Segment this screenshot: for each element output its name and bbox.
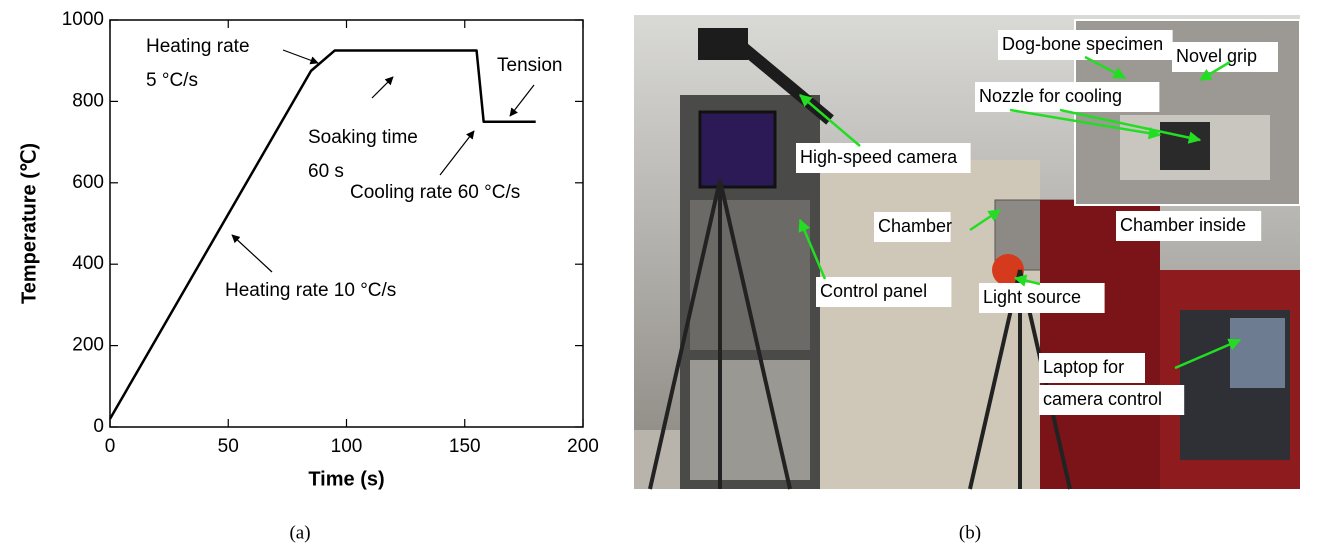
label-box	[998, 30, 1173, 60]
label-box	[1172, 42, 1278, 72]
data-line	[108, 49, 536, 420]
annotation: Heating rate	[146, 36, 250, 57]
photo-label: Dog-bone specimen	[1002, 34, 1163, 54]
photo-arrow	[1174, 338, 1242, 370]
caption: (a)	[289, 522, 310, 543]
photo-label: Chamber	[878, 216, 952, 236]
camera	[698, 28, 748, 60]
photo-arrow	[1084, 55, 1127, 80]
control-screen	[698, 110, 777, 189]
photo-label: camera control	[1043, 389, 1162, 409]
photo-label: Light source	[983, 287, 1081, 307]
annotation: Soaking time	[308, 127, 418, 148]
photo-arrow	[1009, 108, 1162, 140]
annotation-arrow	[231, 234, 273, 273]
photo: Dog-bone specimen Novel grip Nozzle for co…	[634, 15, 1301, 490]
y-axis-label: Temperature (℃)	[18, 143, 40, 304]
x-tick-label: 200	[567, 436, 599, 457]
photo-arrow	[1198, 60, 1231, 82]
label-box	[1039, 385, 1185, 415]
annotation-arrow	[371, 76, 394, 99]
annotation: Tension	[497, 55, 563, 76]
photo-label: High-speed camera	[800, 147, 958, 167]
annotation: Heating rate 10 °C/s	[225, 280, 396, 301]
photo-arrow	[1013, 274, 1041, 287]
y-tick-label: 400	[72, 253, 104, 274]
photo-label: Chamber inside	[1120, 215, 1246, 235]
annotation: Cooling rate 60 °C/s	[350, 182, 520, 203]
cabinet-panel	[690, 200, 810, 350]
label-box	[1039, 353, 1145, 383]
annotation: 60 s	[308, 161, 344, 182]
x-axis-label: Time (s)	[308, 468, 384, 490]
photo-label: Control panel	[820, 281, 927, 301]
y-tick-label: 1000	[62, 9, 104, 30]
photo-label: Nozzle for cooling	[979, 86, 1122, 106]
photo-label: Novel grip	[1176, 46, 1257, 66]
tripod-leg	[718, 179, 792, 490]
annotation-arrow	[282, 49, 319, 65]
cabinet-vents	[690, 360, 810, 480]
laptop-screen	[1230, 318, 1285, 388]
annotation-arrow	[509, 84, 535, 117]
photo-arrow	[1059, 108, 1202, 144]
photo-arrow	[798, 218, 827, 280]
inset-specimen	[1160, 122, 1210, 170]
caption: (b)	[959, 522, 981, 543]
machine-red	[1040, 200, 1160, 489]
y-tick-label: 600	[72, 172, 104, 193]
label-box	[796, 143, 971, 173]
photo-arrow	[969, 208, 1002, 232]
label-box	[816, 277, 952, 307]
label-box	[975, 82, 1160, 112]
photo-arrow	[799, 94, 861, 147]
x-tick-label: 0	[105, 436, 116, 457]
photo-label: Laptop for	[1043, 357, 1124, 377]
x-tick-label: 100	[331, 436, 363, 457]
tripod-leg	[648, 179, 722, 490]
annotation: 5 °C/s	[146, 70, 198, 91]
label-box	[874, 212, 951, 242]
y-tick-label: 800	[72, 90, 104, 111]
label-box	[1116, 211, 1262, 241]
x-tick-label: 150	[449, 436, 481, 457]
x-tick-label: 50	[218, 436, 239, 457]
annotation-arrow	[439, 130, 475, 176]
label-box	[979, 283, 1105, 313]
y-tick-label: 200	[72, 335, 104, 356]
y-tick-label: 0	[93, 416, 104, 437]
